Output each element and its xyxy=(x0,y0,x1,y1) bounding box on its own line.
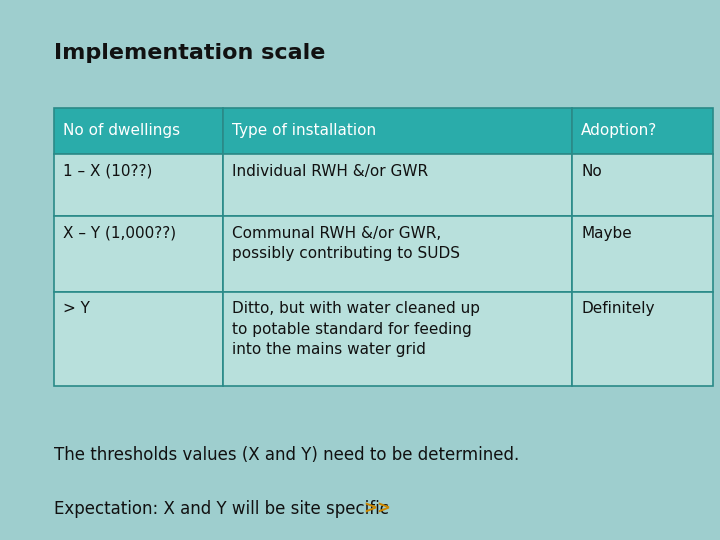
Text: Definitely: Definitely xyxy=(581,301,654,316)
Text: The thresholds values (X and Y) need to be determined.: The thresholds values (X and Y) need to … xyxy=(54,446,519,463)
Bar xyxy=(54,216,223,292)
Bar xyxy=(54,108,223,154)
Text: Expectation: X and Y will be site specific: Expectation: X and Y will be site specif… xyxy=(54,500,394,517)
Bar xyxy=(223,292,572,386)
Text: No: No xyxy=(581,164,602,179)
Text: Individual RWH &/or GWR: Individual RWH &/or GWR xyxy=(232,164,428,179)
Bar xyxy=(54,154,223,216)
Text: Communal RWH &/or GWR,
possibly contributing to SUDS: Communal RWH &/or GWR, possibly contribu… xyxy=(232,226,460,261)
Text: >>: >> xyxy=(364,500,392,517)
Text: No of dwellings: No of dwellings xyxy=(63,124,180,138)
Bar xyxy=(572,216,713,292)
Bar xyxy=(572,292,713,386)
Text: Adoption?: Adoption? xyxy=(581,124,657,138)
Text: X – Y (1,000??): X – Y (1,000??) xyxy=(63,226,176,241)
Bar xyxy=(223,154,572,216)
Text: > Y: > Y xyxy=(63,301,89,316)
Bar xyxy=(223,108,572,154)
Text: 1 – X (10??): 1 – X (10??) xyxy=(63,164,152,179)
Text: Maybe: Maybe xyxy=(581,226,631,241)
Bar xyxy=(572,108,713,154)
Bar xyxy=(572,154,713,216)
Text: Ditto, but with water cleaned up
to potable standard for feeding
into the mains : Ditto, but with water cleaned up to pota… xyxy=(232,301,480,357)
Bar xyxy=(54,292,223,386)
Bar xyxy=(223,216,572,292)
Text: Implementation scale: Implementation scale xyxy=(54,43,325,63)
Text: Type of installation: Type of installation xyxy=(232,124,376,138)
